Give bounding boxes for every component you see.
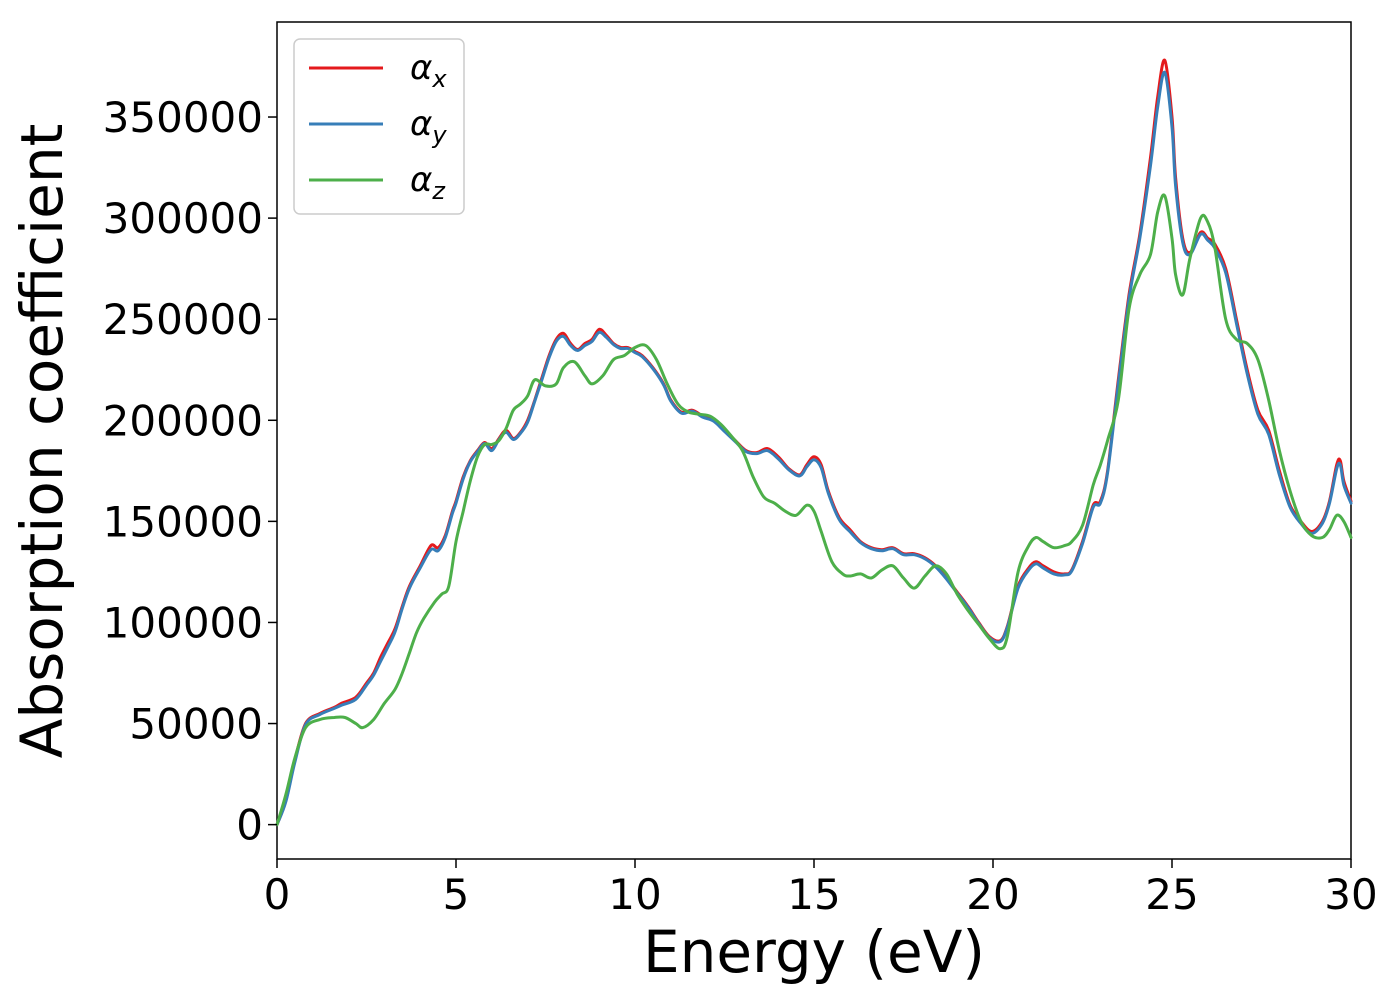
y-tick-label: 0: [236, 801, 263, 850]
y-tick-label: 100000: [103, 598, 263, 647]
x-tick-label: 0: [264, 870, 291, 919]
legend-box: [293, 38, 465, 215]
y-axis-label: Absorption coefficient: [8, 124, 76, 759]
x-axis-label: Energy (eV): [643, 918, 985, 986]
y-tick-label: 50000: [129, 700, 263, 749]
legend-label-alpha-x: αx: [410, 48, 447, 93]
series-layer: [275, 58, 1353, 827]
x-axis: 0 5 10 15 20 25 30: [264, 859, 1378, 919]
x-tick-label: 20: [966, 870, 1019, 919]
y-tick-label: 250000: [103, 295, 263, 344]
y-tick-label: 200000: [103, 396, 263, 445]
x-tick-label: 30: [1324, 870, 1377, 919]
legend-label-alpha-y: αy: [410, 104, 447, 149]
y-tick-label: 300000: [103, 194, 263, 243]
series-line-alpha-z: [275, 193, 1353, 827]
x-tick-label: 5: [443, 870, 470, 919]
series-line-alpha-y: [275, 70, 1353, 827]
y-axis: 0 50000 100000 150000 200000 250000 300000 3500…: [103, 93, 277, 850]
y-tick-label: 150000: [103, 497, 263, 546]
x-tick-label: 15: [787, 870, 840, 919]
x-tick-label: 25: [1145, 870, 1198, 919]
legend: αx αy αz: [293, 38, 465, 215]
x-tick-label: 10: [608, 870, 661, 919]
y-tick-label: 350000: [103, 93, 263, 142]
legend-label-alpha-z: αz: [410, 160, 446, 205]
